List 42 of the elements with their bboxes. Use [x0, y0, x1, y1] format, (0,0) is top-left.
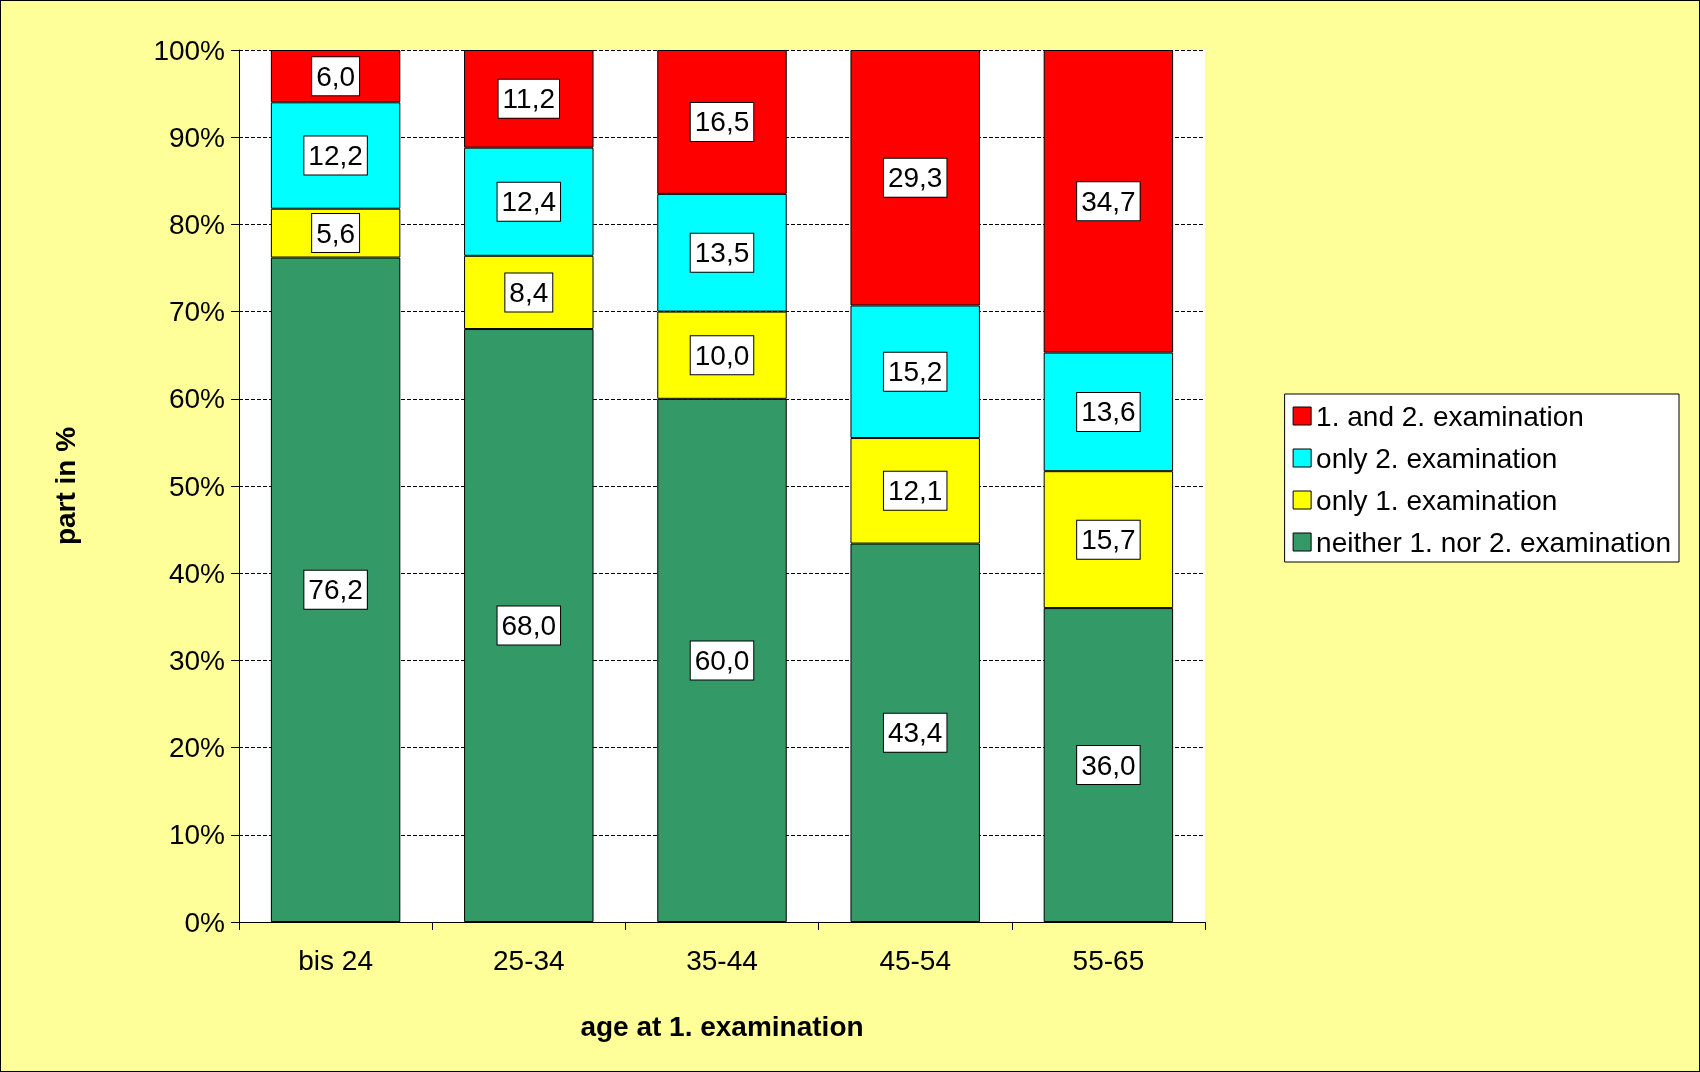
y-tick-label: 10% [168, 819, 225, 851]
y-tick-label: 70% [168, 296, 225, 328]
x-tick-label: 55-65 [1072, 944, 1145, 976]
y-tick-label: 100% [153, 34, 225, 66]
data-label: 13,5 [694, 237, 750, 269]
data-label: 11,2 [502, 83, 556, 115]
x-tick-label: 35-44 [686, 944, 758, 976]
data-label: 68,0 [501, 610, 557, 642]
data-label: 5,6 [316, 217, 356, 249]
legend-label: neither 1. nor 2. examination [1316, 526, 1672, 558]
data-label: 15,7 [1081, 524, 1136, 556]
y-tick-label: 90% [168, 121, 225, 153]
legend-label: only 2. examination [1316, 442, 1558, 474]
y-tick-label: 60% [168, 383, 225, 415]
x-tick-label: bis 24 [298, 944, 373, 976]
data-label: 16,5 [694, 106, 750, 138]
x-axis-title: age at 1. examination [580, 1010, 864, 1042]
data-label: 12,2 [308, 140, 363, 172]
data-label: 6,0 [316, 60, 356, 92]
x-tick-label: 45-54 [879, 944, 952, 976]
data-label: 8,4 [509, 276, 549, 308]
y-axis-title: part in % [49, 426, 81, 546]
y-tick-label: 40% [168, 557, 225, 589]
y-tick-label: 30% [168, 644, 225, 676]
x-tick-label: 25-34 [492, 944, 565, 976]
legend-label: only 1. examination [1316, 484, 1558, 516]
data-label: 15,2 [887, 356, 943, 388]
y-tick-label: 80% [168, 208, 225, 240]
y-tick-label: 0% [184, 906, 225, 938]
data-label: 10,0 [694, 339, 750, 371]
y-tick-label: 50% [168, 470, 225, 502]
data-label: 13,6 [1081, 396, 1136, 428]
legend-label: 1. and 2. examination [1316, 400, 1584, 432]
data-label: 12,1 [887, 475, 943, 507]
data-label: 43,4 [887, 717, 943, 749]
data-label: 12,4 [501, 186, 557, 218]
data-label: 36,0 [1081, 749, 1136, 781]
data-label: 60,0 [694, 644, 750, 676]
data-label: 34,7 [1081, 185, 1136, 217]
y-tick-label: 20% [168, 732, 225, 764]
data-label: 29,3 [887, 162, 943, 194]
data-label: 76,2 [308, 574, 363, 606]
